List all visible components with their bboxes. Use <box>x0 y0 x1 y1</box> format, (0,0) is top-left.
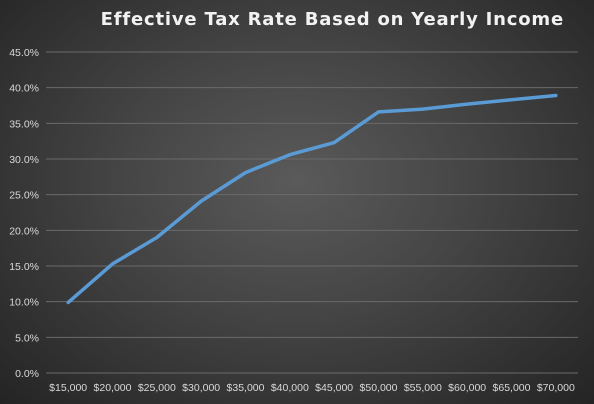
x-tick-label: $50,000 <box>360 382 398 394</box>
x-tick-label: $40,000 <box>271 382 309 394</box>
y-tick-label: 35.0% <box>9 118 39 130</box>
y-tick-label: 10.0% <box>9 297 39 309</box>
series-line <box>66 93 558 305</box>
y-tick-label: 25.0% <box>9 190 39 202</box>
y-tick-label: 15.0% <box>9 261 39 273</box>
x-axis-ticks: $15,000 $20,000 $25,000 $30,000 $35,000 $40,0… <box>49 382 575 394</box>
x-tick-label: $35,000 <box>227 382 265 394</box>
x-tick-label: $30,000 <box>182 382 220 394</box>
y-tick-label: 5.0% <box>15 332 39 344</box>
y-tick-label: 30.0% <box>9 154 39 166</box>
x-tick-label: $55,000 <box>404 382 442 394</box>
y-tick-label: 0.0% <box>15 368 39 380</box>
x-tick-label: $60,000 <box>448 382 486 394</box>
series-layer <box>66 93 558 305</box>
x-tick-label: $70,000 <box>537 382 575 394</box>
y-tick-label: 20.0% <box>9 225 39 237</box>
x-tick-label: $20,000 <box>94 382 132 394</box>
y-axis-ticks: 0.0% 5.0% 10.0% 15.0% 20.0% 25.0% 30.0% 35.0% 40… <box>9 47 39 380</box>
x-tick-label: $45,000 <box>315 382 353 394</box>
gridlines <box>46 51 578 374</box>
chart-title: Effective Tax Rate Based on Yearly Incom… <box>100 9 564 30</box>
y-tick-label: 40.0% <box>9 83 39 95</box>
x-tick-label: $25,000 <box>138 382 176 394</box>
y-tick-label: 45.0% <box>9 47 39 59</box>
x-tick-label: $65,000 <box>493 382 531 394</box>
x-tick-label: $15,000 <box>49 382 87 394</box>
